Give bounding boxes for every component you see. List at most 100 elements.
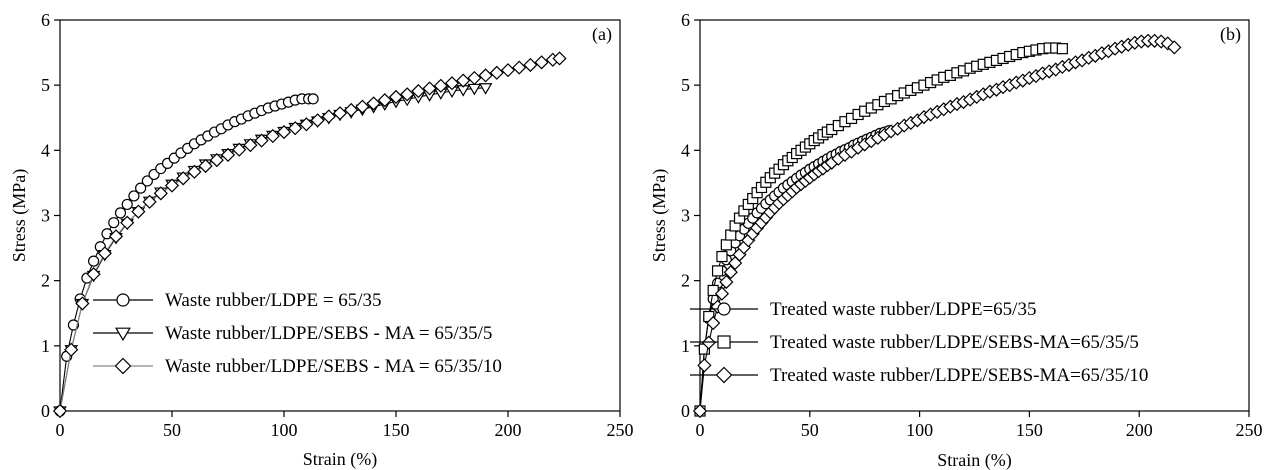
data-point bbox=[411, 83, 426, 99]
y-tick-label: 5 bbox=[41, 75, 50, 95]
data-point bbox=[377, 93, 392, 108]
legend: Treated waste rubber/LDPE=65/35 Treated w… bbox=[690, 299, 1148, 386]
y-axis-label: Stress (MPa) bbox=[9, 169, 30, 263]
data-point bbox=[422, 81, 437, 96]
data-point bbox=[142, 194, 157, 209]
data-point bbox=[467, 70, 482, 86]
y-tick-label: 5 bbox=[681, 75, 690, 95]
series-line bbox=[699, 40, 1175, 412]
y-tick-label: 0 bbox=[41, 401, 50, 421]
y-tick-label: 0 bbox=[681, 401, 690, 421]
data-point bbox=[719, 274, 734, 290]
data-point bbox=[355, 99, 370, 114]
panel-label: (b) bbox=[1220, 24, 1241, 45]
y-tick-label: 2 bbox=[41, 271, 50, 291]
series-1 bbox=[54, 93, 319, 417]
y-tick-label: 1 bbox=[681, 336, 690, 356]
legend-label: Treated waste rubber/LDPE=65/35 bbox=[770, 299, 1036, 320]
y-axis-label: Stress (MPa) bbox=[649, 169, 670, 263]
data-point bbox=[400, 87, 415, 102]
data-point bbox=[299, 117, 314, 132]
data-point bbox=[1167, 40, 1182, 55]
data-point bbox=[108, 229, 124, 244]
data-point bbox=[1056, 43, 1068, 55]
data-point bbox=[310, 113, 325, 128]
x-axis-label: Strain (%) bbox=[937, 450, 1011, 470]
data-point bbox=[344, 102, 359, 118]
legend-label: Treated waste rubber/LDPE/SEBS-MA=65/35/… bbox=[770, 365, 1148, 386]
data-point bbox=[164, 178, 180, 193]
legend-label: Waste rubber/LDPE/SEBS - MA = 65/35/5 bbox=[165, 323, 492, 344]
data-point bbox=[697, 358, 712, 373]
legend-label: Waste rubber/LDPE/SEBS - MA = 65/35/10 bbox=[165, 356, 502, 377]
data-point bbox=[97, 246, 112, 261]
data-point bbox=[500, 63, 516, 78]
data-point bbox=[723, 265, 738, 280]
data-point bbox=[444, 76, 460, 91]
data-point bbox=[121, 198, 133, 211]
data-point bbox=[198, 158, 213, 174]
data-point bbox=[456, 73, 471, 88]
legend-label: Waste rubber/LDPE = 65/35 bbox=[165, 290, 382, 311]
panel-label: (a) bbox=[592, 24, 612, 45]
data-point bbox=[209, 153, 224, 168]
data-point bbox=[232, 142, 247, 157]
data-point bbox=[366, 96, 381, 111]
data-point bbox=[711, 265, 724, 277]
data-point bbox=[725, 229, 737, 241]
y-tick-label: 4 bbox=[41, 140, 50, 160]
legend-marker bbox=[116, 293, 130, 307]
x-tick-label: 200 bbox=[495, 420, 522, 440]
data-point bbox=[86, 267, 101, 282]
series-3 bbox=[692, 33, 1182, 419]
legend-marker bbox=[717, 335, 731, 349]
legend-marker bbox=[115, 327, 131, 342]
data-point bbox=[131, 204, 146, 219]
data-point bbox=[692, 403, 708, 419]
x-tick-label: 100 bbox=[906, 420, 933, 440]
legend-marker bbox=[717, 302, 731, 316]
y-tick-label: 2 bbox=[681, 271, 690, 291]
x-tick-label: 150 bbox=[383, 420, 410, 440]
x-tick-label: 50 bbox=[163, 420, 181, 440]
plot-frame bbox=[59, 19, 621, 412]
data-point bbox=[489, 65, 504, 80]
data-point bbox=[128, 190, 140, 202]
chart-panel-2: 0 50 100 150 200 250 0 1 2 3 4 5 6 Strain (%) Stress (… bbox=[649, 10, 1263, 470]
data-point bbox=[64, 342, 79, 357]
data-point bbox=[332, 106, 348, 121]
data-point bbox=[288, 121, 303, 136]
y-tick-label: 1 bbox=[41, 336, 50, 356]
data-point bbox=[265, 128, 280, 144]
x-tick-label: 150 bbox=[1016, 420, 1043, 440]
data-point bbox=[512, 60, 527, 75]
data-point bbox=[254, 133, 269, 148]
x-tick-label: 100 bbox=[271, 420, 298, 440]
x-tick-label: 0 bbox=[56, 420, 65, 440]
data-point bbox=[87, 255, 100, 267]
data-point bbox=[153, 186, 168, 201]
x-tick-label: 50 bbox=[801, 420, 819, 440]
x-axis-label: Strain (%) bbox=[303, 449, 377, 470]
x-tick-label: 250 bbox=[607, 420, 634, 440]
legend-label: Treated waste rubber/LDPE/SEBS-MA=65/35/… bbox=[770, 332, 1139, 353]
data-point bbox=[523, 57, 538, 73]
data-point bbox=[75, 296, 90, 311]
legend: Waste rubber/LDPE = 65/35 Waste rubber/LD… bbox=[93, 290, 502, 377]
y-tick-label: 3 bbox=[41, 206, 50, 226]
data-point bbox=[114, 207, 127, 219]
data-point bbox=[67, 319, 80, 331]
data-point bbox=[187, 164, 202, 179]
data-point bbox=[552, 51, 567, 66]
data-point bbox=[433, 78, 448, 93]
y-tick-label: 6 bbox=[681, 10, 690, 30]
x-tick-label: 0 bbox=[696, 420, 705, 440]
data-point bbox=[120, 215, 135, 230]
y-tick-label: 3 bbox=[681, 206, 690, 226]
data-point bbox=[321, 109, 336, 124]
series-2 bbox=[694, 42, 1068, 417]
x-tick-label: 250 bbox=[1236, 420, 1263, 440]
data-point bbox=[108, 217, 120, 229]
data-point bbox=[220, 147, 236, 162]
